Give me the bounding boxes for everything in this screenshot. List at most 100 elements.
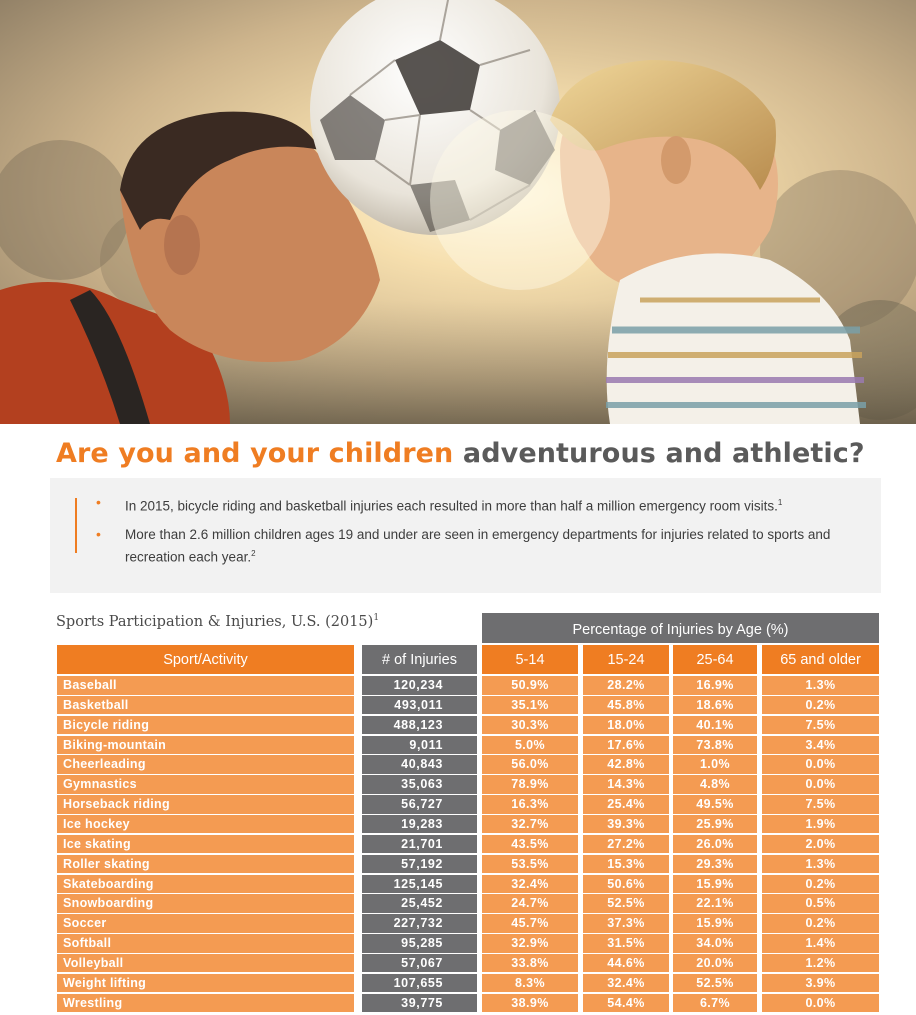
cell-age-25-64: 26.0% [673, 834, 757, 854]
table-row: Baseball 120,234 50.9% 28.2% 16.9% 1.3% [0, 676, 916, 696]
cell-sport: Snowboarding [57, 894, 354, 913]
table-row: Cheerleading 40,843 56.0% 42.8% 1.0% 0.0% [0, 755, 916, 775]
cell-injuries: 25,452 [362, 894, 477, 913]
cell-age-65-older: 0.2% [762, 874, 879, 893]
fact-text: In 2015, bicycle riding and basketball i… [125, 498, 778, 514]
cell-age-25-64: 20.0% [673, 953, 757, 973]
cell-injuries: 57,067 [362, 953, 477, 973]
cell-age-15-24: 32.4% [583, 973, 669, 993]
cell-sport: Biking-mountain [57, 735, 354, 755]
column-header-age-25-64: 25-64 [673, 645, 757, 674]
column-header-sport: Sport/Activity [57, 645, 354, 674]
facts-panel: • In 2015, bicycle riding and basketball… [50, 478, 881, 593]
cell-injuries: 21,701 [362, 834, 477, 854]
table-title: Sports Participation & Injuries, U.S. (2… [56, 613, 380, 630]
hero-photo [0, 0, 916, 424]
cell-injuries: 493,011 [362, 695, 477, 715]
cell-age-25-64: 1.0% [673, 755, 757, 774]
cell-injuries: 488,123 [362, 715, 477, 735]
headline-highlight: Are you and your children [56, 438, 454, 469]
cell-age-65-older: 0.2% [762, 914, 879, 933]
cell-sport: Ice skating [57, 834, 354, 854]
column-header-age-15-24: 15-24 [583, 645, 669, 674]
cell-age-5-14: 32.7% [482, 814, 578, 834]
cell-age-25-64: 15.9% [673, 874, 757, 893]
cell-age-25-64: 6.7% [673, 993, 757, 1013]
cell-age-65-older: 0.0% [762, 775, 879, 794]
cell-age-25-64: 52.5% [673, 973, 757, 993]
cell-sport: Skateboarding [57, 874, 354, 893]
cell-age-5-14: 45.7% [482, 914, 578, 933]
table-row: Roller skating 57,192 53.5% 15.3% 29.3% 1.3% [0, 854, 916, 875]
cell-age-65-older: 0.2% [762, 695, 879, 715]
fact-ref: 1 [777, 498, 783, 507]
cell-age-5-14: 38.9% [482, 993, 578, 1013]
bullet-icon: • [96, 494, 101, 510]
table-row: Gymnastics 35,063 78.9% 14.3% 4.8% 0.0% [0, 775, 916, 795]
table-row: Ice skating 21,701 43.5% 27.2% 26.0% 2.0% [0, 834, 916, 855]
cell-age-15-24: 54.4% [583, 993, 669, 1013]
cell-sport: Baseball [57, 676, 354, 695]
cell-injuries: 39,775 [362, 993, 477, 1013]
cell-sport: Horseback riding [57, 795, 354, 814]
table-row: Biking-mountain 9,011 5.0% 17.6% 73.8% 3.4% [0, 735, 916, 756]
cell-sport: Cheerleading [57, 755, 354, 774]
column-header-age-5-14: 5-14 [482, 645, 578, 674]
cell-sport: Basketball [57, 695, 354, 715]
cell-age-25-64: 34.0% [673, 934, 757, 953]
cell-age-5-14: 35.1% [482, 695, 578, 715]
cell-sport: Softball [57, 934, 354, 953]
cell-sport: Gymnastics [57, 775, 354, 794]
cell-age-5-14: 53.5% [482, 854, 578, 874]
table-row: Wrestling 39,775 38.9% 54.4% 6.7% 0.0% [0, 993, 916, 1014]
cell-age-15-24: 27.2% [583, 834, 669, 854]
fact-item: • More than 2.6 million children ages 19… [96, 525, 875, 567]
cell-age-65-older: 1.2% [762, 953, 879, 973]
table-row: Softball 95,285 32.9% 31.5% 34.0% 1.4% [0, 934, 916, 954]
table-row: Basketball 493,011 35.1% 45.8% 18.6% 0.2% [0, 695, 916, 716]
cell-age-65-older: 1.3% [762, 854, 879, 874]
cell-injuries: 227,732 [362, 914, 477, 933]
cell-injuries: 125,145 [362, 874, 477, 893]
cell-age-65-older: 3.9% [762, 973, 879, 993]
cell-age-15-24: 44.6% [583, 953, 669, 973]
cell-age-15-24: 25.4% [583, 795, 669, 814]
cell-age-15-24: 39.3% [583, 814, 669, 834]
cell-age-5-14: 33.8% [482, 953, 578, 973]
cell-injuries: 107,655 [362, 973, 477, 993]
cell-injuries: 9,011 [362, 735, 477, 755]
headline: Are you and your children adventurous an… [56, 438, 865, 469]
cell-age-15-24: 50.6% [583, 874, 669, 893]
cell-age-25-64: 22.1% [673, 894, 757, 913]
headline-rest: adventurous and athletic? [462, 438, 865, 469]
cell-age-65-older: 0.0% [762, 993, 879, 1013]
table-row: Ice hockey 19,283 32.7% 39.3% 25.9% 1.9% [0, 814, 916, 835]
cell-injuries: 35,063 [362, 775, 477, 794]
cell-age-65-older: 1.4% [762, 934, 879, 953]
percentage-group-header: Percentage of Injuries by Age (%) [482, 613, 879, 643]
cell-age-65-older: 3.4% [762, 735, 879, 755]
cell-age-5-14: 16.3% [482, 795, 578, 814]
cell-age-65-older: 7.5% [762, 795, 879, 814]
cell-age-15-24: 42.8% [583, 755, 669, 774]
cell-age-25-64: 18.6% [673, 695, 757, 715]
cell-age-25-64: 49.5% [673, 795, 757, 814]
table-title-ref: 1 [373, 613, 380, 623]
column-header-injuries: # of Injuries [362, 645, 477, 674]
cell-injuries: 19,283 [362, 814, 477, 834]
cell-injuries: 120,234 [362, 676, 477, 695]
cell-age-5-14: 43.5% [482, 834, 578, 854]
cell-sport: Roller skating [57, 854, 354, 874]
cell-age-65-older: 0.0% [762, 755, 879, 774]
cell-age-5-14: 32.9% [482, 934, 578, 953]
table-row: Horseback riding 56,727 16.3% 25.4% 49.5% 7.5… [0, 795, 916, 815]
cell-age-5-14: 78.9% [482, 775, 578, 794]
cell-age-5-14: 8.3% [482, 973, 578, 993]
cell-age-15-24: 52.5% [583, 894, 669, 913]
cell-injuries: 95,285 [362, 934, 477, 953]
cell-age-65-older: 1.9% [762, 814, 879, 834]
cell-age-65-older: 0.5% [762, 894, 879, 913]
cell-age-25-64: 15.9% [673, 914, 757, 933]
cell-age-5-14: 5.0% [482, 735, 578, 755]
table-row: Volleyball 57,067 33.8% 44.6% 20.0% 1.2% [0, 953, 916, 974]
